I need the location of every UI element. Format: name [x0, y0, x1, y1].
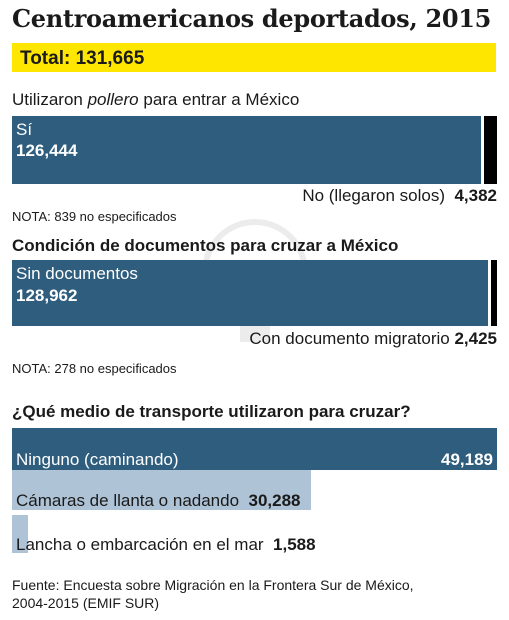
bar-ninguno-label: Ninguno (caminando): [16, 450, 179, 469]
bar-con-documento: [491, 260, 497, 326]
total-highlight-box: [12, 43, 496, 72]
bar-no-annotation: No (llegaron solos) 4,382: [302, 186, 497, 206]
bar-con-documento-annotation: Con documento migratorio 2,425: [249, 329, 497, 349]
bar-camaras-annotation: Cámaras de llanta o nadando 30,288: [16, 491, 301, 511]
bar-ninguno-value: 49,189: [441, 450, 493, 469]
source-note: Fuente: Encuesta sobre Migración en la F…: [12, 576, 414, 612]
section1-note: NOTA: 839 no especificados: [12, 209, 177, 224]
bar-camaras-llanta: [12, 470, 311, 510]
bar-lancha: [12, 515, 28, 553]
bar-no-value: 4,382: [454, 186, 497, 205]
section2-note: NOTA: 278 no especificados: [12, 361, 177, 376]
bar-lancha-value: 1,588: [273, 535, 316, 554]
bar-si: [12, 116, 481, 184]
bar-lancha-annotation: Lancha o embarcación en el mar 1,588: [16, 535, 316, 555]
total-label: Total: 131,665: [20, 48, 145, 69]
bar-no-label: No (llegaron solos): [302, 186, 445, 205]
source-line-2: 2004-2015 (EMIF SUR): [12, 595, 160, 611]
bar-lancha-label: Lancha o embarcación en el mar: [16, 535, 264, 554]
section3-heading: ¿Qué medio de transporte utilizaron para…: [12, 402, 411, 421]
source-line-1: Fuente: Encuesta sobre Migración en la F…: [12, 577, 414, 593]
bar-si-value: 126,444: [16, 141, 78, 160]
page-title: Centroamericanos deportados, 2015: [12, 4, 492, 33]
bar-con-documento-label: Con documento migratorio: [249, 329, 450, 348]
bar-no: [484, 116, 497, 184]
bar-camaras-value: 30,288: [248, 491, 301, 510]
bar-sin-documentos-value: 128,962: [16, 286, 78, 305]
section1-heading-em: pollero: [87, 90, 139, 109]
bar-sin-documentos: [12, 260, 488, 326]
section2-heading: Condición de documentos para cruzar a Mé…: [12, 236, 399, 255]
bar-si-label: Sí: [16, 120, 33, 139]
bar-camaras-label: Cámaras de llanta o nadando: [16, 491, 240, 510]
bar-con-documento-value: 2,425: [454, 329, 497, 348]
section1-heading-pre: Utilizaron: [12, 90, 88, 109]
bar-sin-documentos-label: Sin documentos: [16, 264, 138, 283]
section1-heading-post: para entrar a México: [138, 90, 300, 109]
section1-heading: Utilizaron pollero para entrar a México: [12, 90, 299, 110]
bar-ninguno-caminando: [12, 428, 497, 470]
